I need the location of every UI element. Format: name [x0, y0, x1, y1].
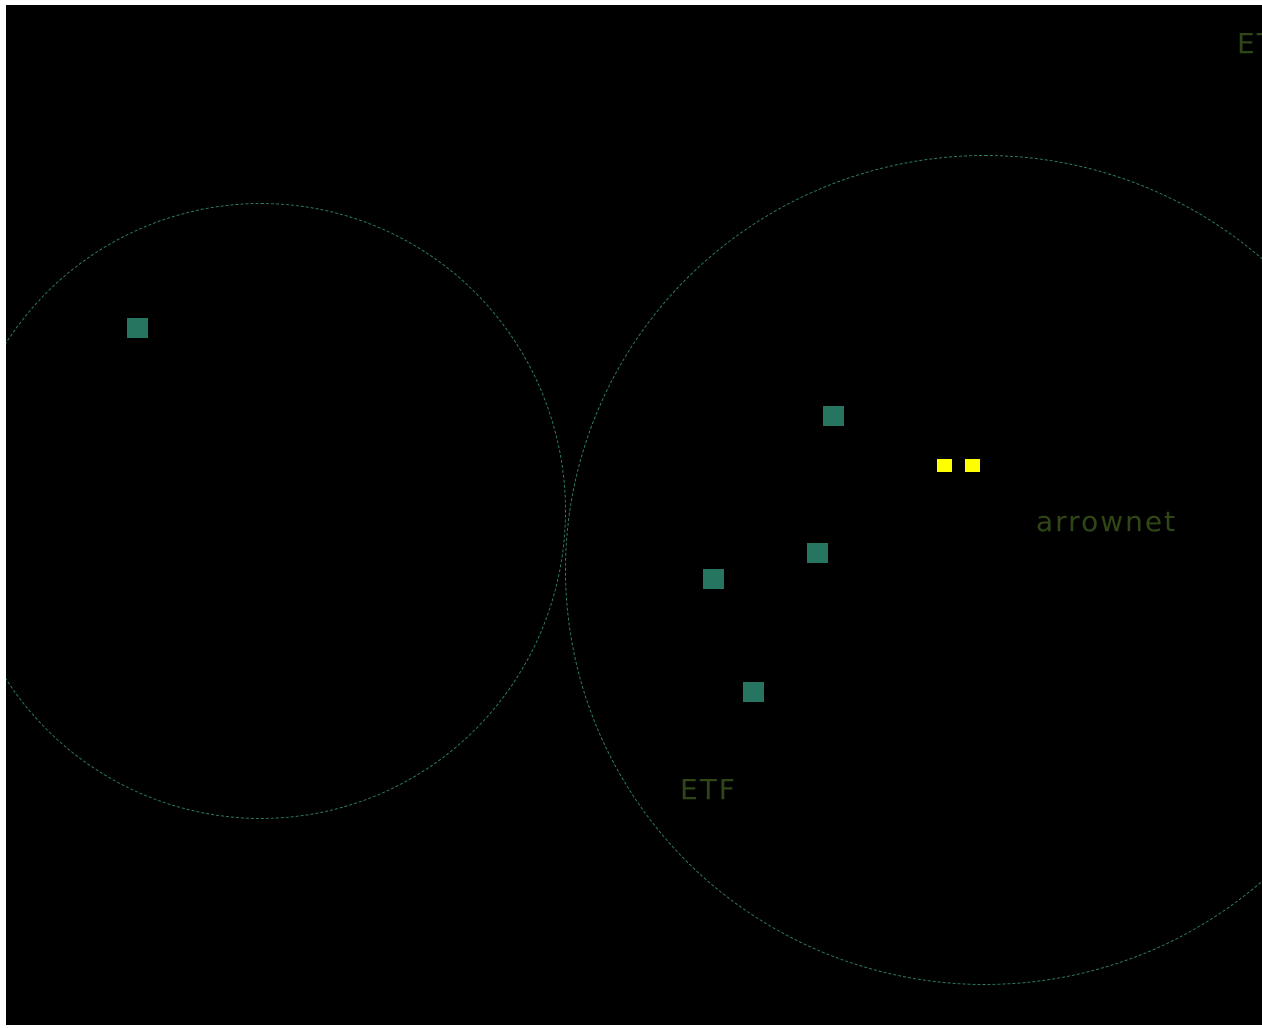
zone-label-top-right: ET — [1237, 27, 1262, 60]
entity-square[interactable] — [703, 569, 724, 589]
zone-ring-right — [565, 155, 1262, 985]
player-marker[interactable] — [965, 459, 980, 472]
player-marker[interactable] — [937, 459, 952, 472]
zone-label-etf: ETF — [680, 773, 737, 806]
game-viewport[interactable]: ET arrownet ETF — [6, 5, 1262, 1025]
zone-label-arrownet: arrownet — [1036, 505, 1178, 538]
entity-square[interactable] — [807, 543, 828, 563]
zone-ring-left — [6, 203, 566, 819]
entity-square[interactable] — [823, 406, 844, 426]
entity-square[interactable] — [127, 318, 148, 338]
entity-square[interactable] — [743, 682, 764, 702]
